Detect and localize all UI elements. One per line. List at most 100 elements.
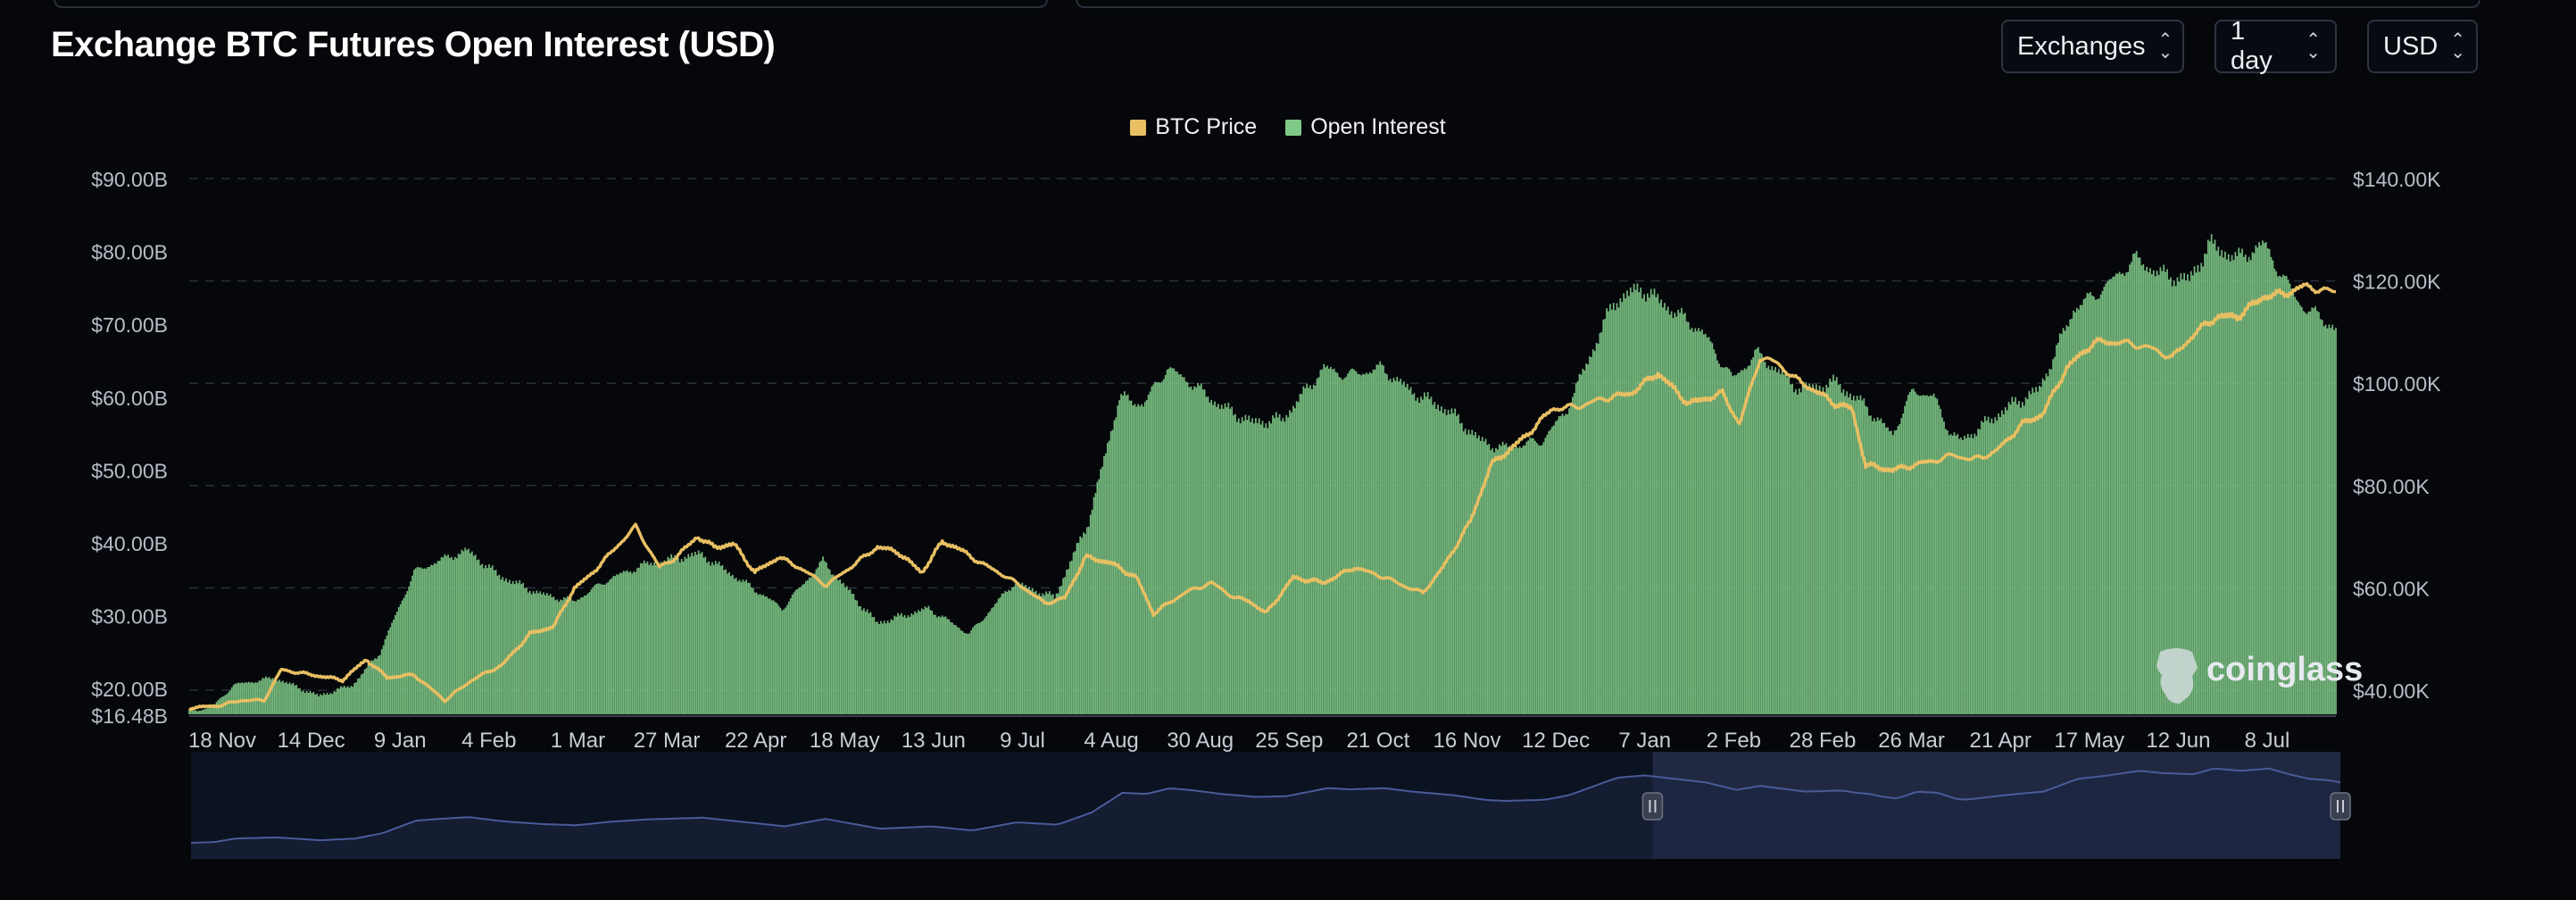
oi-bar — [638, 567, 640, 714]
oi-bar — [877, 621, 878, 714]
oi-bar — [1353, 370, 1356, 714]
right-handle[interactable] — [2330, 792, 2351, 821]
oi-bar — [1422, 399, 1424, 714]
oi-bar — [1128, 400, 1131, 714]
oi-bar — [1433, 402, 1436, 714]
oi-bar — [974, 625, 976, 714]
oi-bar — [2219, 255, 2222, 714]
legend-item-price[interactable]: BTC Price — [1130, 114, 1257, 140]
oi-bar — [2258, 242, 2260, 714]
oi-bar — [564, 597, 567, 714]
oi-bar — [588, 592, 591, 714]
oi-bar — [810, 577, 812, 714]
oi-bar — [951, 622, 953, 714]
oi-bar — [1016, 585, 1018, 714]
oi-bar — [489, 567, 492, 714]
oi-bar — [2157, 274, 2160, 714]
oi-bar — [2319, 319, 2322, 714]
oi-bar — [1209, 402, 1211, 714]
oi-bar — [2234, 252, 2237, 715]
oi-bar — [912, 614, 915, 714]
oi-bar — [1479, 440, 1482, 714]
oi-bar — [268, 677, 270, 714]
oi-bar — [553, 596, 555, 714]
x-tick-label: 27 Mar — [634, 729, 701, 753]
oi-bar — [2105, 283, 2107, 714]
oi-bar — [1812, 384, 1814, 714]
oi-bar — [1634, 289, 1637, 714]
oi-bar — [1614, 310, 1616, 714]
oi-bar — [1983, 416, 1986, 714]
oi-bar — [438, 561, 441, 714]
oi-bar — [789, 597, 792, 714]
oi-bar — [1055, 593, 1058, 714]
oi-bar — [1769, 370, 1772, 714]
legend-item-open-interest[interactable]: Open Interest — [1285, 114, 1446, 140]
oi-bar — [1859, 395, 1862, 714]
oi-bar — [476, 560, 478, 714]
oi-bar — [2168, 279, 2170, 714]
oi-bar — [2084, 297, 2087, 714]
oi-bar — [620, 572, 623, 714]
oi-bar — [786, 604, 788, 714]
oi-bar — [2139, 257, 2141, 714]
oi-bar — [1190, 386, 1192, 714]
x-tick-label: 28 Feb — [1790, 729, 1857, 753]
oi-bar — [1317, 377, 1320, 714]
interval-select[interactable]: 1 day ⌃ ⌄ — [2215, 17, 2337, 75]
exchanges-select[interactable]: Exchanges ⌃ ⌄ — [2001, 20, 2184, 73]
oi-bar — [1675, 316, 1678, 714]
oi-bar — [1994, 417, 1997, 714]
oi-bar — [1868, 415, 1870, 714]
oi-bar — [972, 627, 974, 714]
left-handle[interactable] — [1641, 792, 1664, 821]
oi-bar — [1558, 416, 1560, 714]
oi-bar — [2215, 250, 2218, 714]
oi-bar — [1987, 416, 1990, 714]
oi-bar — [2165, 271, 2166, 714]
oi-bar — [1824, 392, 1826, 714]
oi-bar — [2095, 299, 2097, 714]
oi-bar — [627, 571, 630, 714]
oi-bar — [1803, 388, 1806, 714]
oi-bar — [1757, 346, 1759, 714]
oi-bar — [246, 682, 248, 714]
oi-bar — [2137, 257, 2140, 714]
oi-bar — [1732, 376, 1734, 714]
oi-bar — [1957, 434, 1959, 714]
oi-bar — [950, 621, 952, 714]
oi-bar — [1578, 373, 1581, 714]
oi-bar — [2001, 410, 2003, 714]
oi-bar — [686, 558, 688, 714]
oi-bar — [2103, 287, 2106, 714]
oi-bar — [856, 600, 859, 714]
oi-bar — [1629, 287, 1632, 714]
x-tick-label: 12 Dec — [1522, 729, 1590, 753]
oi-bar — [2190, 271, 2192, 714]
oi-bar — [1364, 374, 1366, 714]
oi-bar — [1544, 438, 1547, 714]
currency-select[interactable]: USD ⌃ ⌄ — [2367, 20, 2478, 73]
oi-bar — [676, 560, 677, 714]
oi-bar — [1640, 288, 1642, 714]
oi-bar — [1791, 383, 1793, 714]
oi-bar — [1012, 587, 1015, 714]
oi-bar — [2217, 246, 2220, 715]
oi-bar — [1825, 384, 1828, 714]
oi-bar — [2287, 279, 2289, 714]
oi-bar — [718, 561, 720, 714]
oi-bar — [2171, 286, 2173, 714]
oi-bar — [967, 633, 969, 714]
oi-bar — [1439, 411, 1441, 714]
oi-bar — [1709, 341, 1712, 714]
oi-bar — [2200, 262, 2203, 714]
oi-bar — [1786, 377, 1789, 714]
oi-bar — [980, 621, 983, 714]
oi-bar — [2062, 328, 2065, 714]
oi-bar — [1340, 378, 1342, 714]
oi-bar — [378, 654, 381, 714]
oi-bar — [1192, 389, 1194, 714]
oi-bar — [1425, 396, 1427, 714]
oi-bar — [277, 680, 279, 714]
oi-bar — [1767, 365, 1770, 714]
